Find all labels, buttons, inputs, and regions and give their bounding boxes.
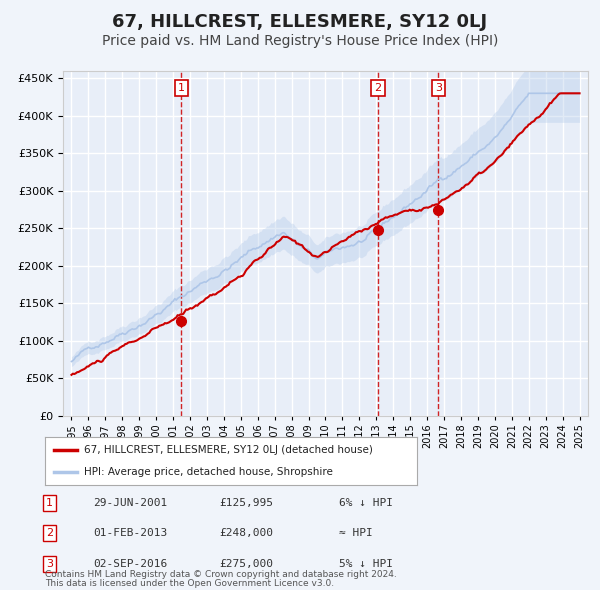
Text: £248,000: £248,000 [219,529,273,538]
Text: 02-SEP-2016: 02-SEP-2016 [93,559,167,569]
Text: Contains HM Land Registry data © Crown copyright and database right 2024.: Contains HM Land Registry data © Crown c… [45,571,397,579]
Text: This data is licensed under the Open Government Licence v3.0.: This data is licensed under the Open Gov… [45,579,334,588]
Text: 3: 3 [435,83,442,93]
Text: 2: 2 [46,529,53,538]
Text: 29-JUN-2001: 29-JUN-2001 [93,498,167,507]
Text: 67, HILLCREST, ELLESMERE, SY12 0LJ (detached house): 67, HILLCREST, ELLESMERE, SY12 0LJ (deta… [84,445,373,455]
Text: ≈ HPI: ≈ HPI [339,529,373,538]
Text: 01-FEB-2013: 01-FEB-2013 [93,529,167,538]
Text: 2: 2 [374,83,381,93]
Text: Price paid vs. HM Land Registry's House Price Index (HPI): Price paid vs. HM Land Registry's House … [102,34,498,48]
Text: 1: 1 [46,498,53,507]
Text: 67, HILLCREST, ELLESMERE, SY12 0LJ: 67, HILLCREST, ELLESMERE, SY12 0LJ [112,13,488,31]
Text: £275,000: £275,000 [219,559,273,569]
Text: 3: 3 [46,559,53,569]
Text: 5% ↓ HPI: 5% ↓ HPI [339,559,393,569]
Text: £125,995: £125,995 [219,498,273,507]
Text: 6% ↓ HPI: 6% ↓ HPI [339,498,393,507]
Text: 1: 1 [178,83,185,93]
Text: HPI: Average price, detached house, Shropshire: HPI: Average price, detached house, Shro… [84,467,333,477]
